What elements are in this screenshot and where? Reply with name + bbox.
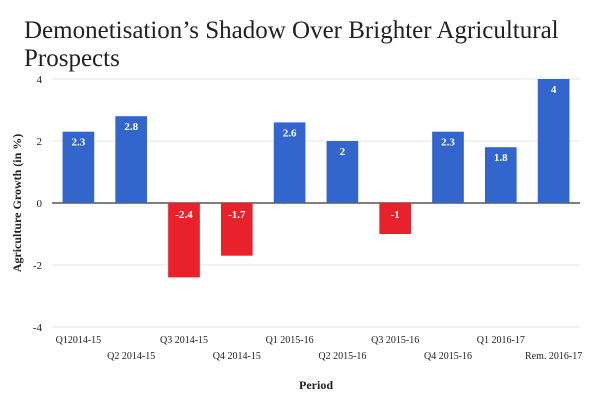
bar [273, 122, 306, 203]
x-tick-label: Rem. 2016-17 [525, 351, 582, 362]
y-tick-label: 0 [37, 198, 43, 210]
bar [168, 203, 200, 278]
bar-value-label: 2 [340, 146, 346, 158]
y-tick-labels: 4 2 0 -2 -4 [33, 74, 43, 334]
bar-value-label: 2.3 [441, 137, 455, 149]
x-tick-label: Q12014-15 [56, 335, 102, 346]
x-tick-labels: Q12014-15 Q2 2014-15 Q3 2014-15 Q4 2014-15 Q… [56, 335, 583, 362]
x-tick-label: Q1 2015-16 [266, 335, 314, 346]
bar-value-label: 1.8 [494, 152, 508, 164]
x-tick-label: Q2 2014-15 [107, 351, 155, 362]
x-tick-label: Q3 2015-16 [371, 335, 419, 346]
y-tick-label: 2 [37, 136, 43, 148]
bar [115, 116, 148, 203]
bar-value-label: -1.7 [228, 209, 246, 221]
x-axis-label: Period [299, 378, 333, 392]
bar-value-label: -1 [391, 209, 400, 221]
y-tick-label: -4 [33, 322, 43, 334]
bar-value-label: 2.6 [283, 127, 297, 139]
y-axis-label: Agriculture Growth (in %) [10, 134, 24, 273]
bar [326, 141, 359, 203]
bar-value-label: 2.8 [124, 121, 138, 133]
x-tick-label: Q3 2014-15 [160, 335, 208, 346]
x-tick-label: Q2 2015-16 [318, 351, 366, 362]
x-tick-label: Q4 2014-15 [213, 351, 261, 362]
chart-title-line-2: Prospects [24, 45, 120, 72]
bar [379, 203, 412, 234]
chart-title-line-1: Demonetisation’s Shadow Over Brighter Ag… [24, 17, 559, 44]
bar-value-label: -2.4 [175, 209, 193, 221]
bar [484, 147, 517, 203]
bars [62, 79, 570, 278]
bar [432, 131, 464, 203]
bar-value-label: 2.3 [72, 137, 86, 149]
data-labels: 2.3 2.8 -2.4 -1.7 2.6 2 -1 2.3 1.8 4 [72, 84, 557, 221]
bar-value-label: 4 [551, 84, 557, 96]
y-tick-label: 4 [37, 74, 43, 86]
x-tick-label: Q1 2016-17 [477, 335, 525, 346]
x-tick-label: Q4 2015-16 [424, 351, 472, 362]
y-tick-label: -2 [33, 260, 42, 272]
bar [220, 203, 253, 256]
bar [537, 79, 570, 203]
bar [62, 131, 95, 203]
